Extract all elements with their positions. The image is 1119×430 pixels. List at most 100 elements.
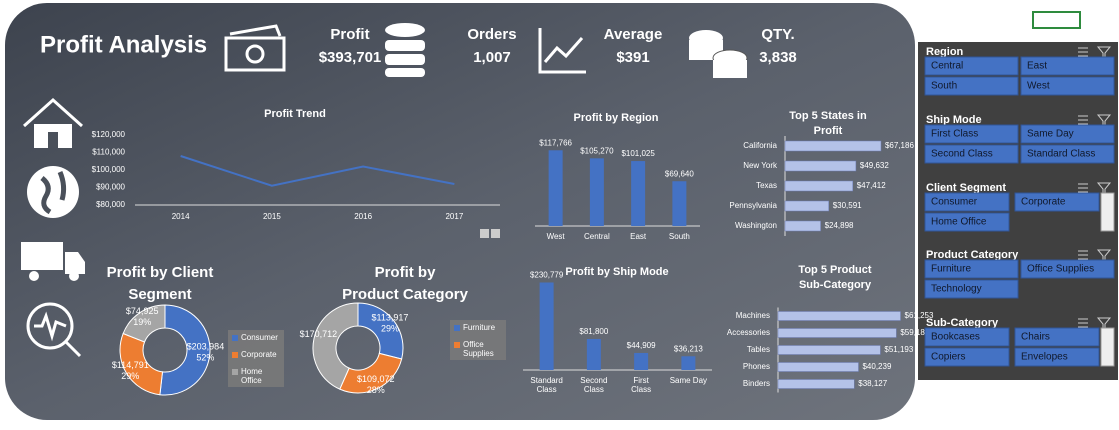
multi-select-icon[interactable] bbox=[1078, 250, 1088, 260]
donut-slice bbox=[339, 352, 403, 394]
analysis-icon[interactable] bbox=[26, 302, 82, 358]
slicer-button[interactable] bbox=[924, 212, 1010, 232]
globe-icon[interactable] bbox=[27, 166, 79, 218]
kpi-label: QTY. bbox=[761, 26, 794, 43]
data-label: $69,640 bbox=[665, 169, 694, 178]
legend-swatch bbox=[454, 325, 460, 331]
slicer-button[interactable] bbox=[924, 279, 1019, 299]
y-tick-label: New York bbox=[743, 161, 778, 170]
kpi-label: Profit bbox=[330, 26, 369, 43]
slicer-button[interactable] bbox=[1020, 76, 1115, 96]
kpi-value: $391 bbox=[616, 49, 649, 66]
zoom-in[interactable] bbox=[480, 229, 489, 238]
zoom-out[interactable] bbox=[491, 229, 500, 238]
data-label: $36,213 bbox=[674, 344, 703, 353]
slicer-item: Furniture bbox=[931, 264, 971, 275]
multi-select-icon[interactable] bbox=[1078, 318, 1088, 328]
bar bbox=[548, 150, 563, 226]
slicer-title: Ship Mode bbox=[926, 114, 982, 126]
slicer-item: Technology bbox=[931, 284, 982, 295]
data-label: $30,591 bbox=[833, 201, 862, 210]
percent-label: 19% bbox=[133, 317, 151, 327]
y-tick-label: Machines bbox=[736, 311, 770, 320]
y-tick-label: $90,000 bbox=[96, 183, 125, 192]
slicer-button[interactable] bbox=[924, 192, 1010, 212]
bar bbox=[634, 352, 649, 370]
slicer-item: Bookcases bbox=[931, 332, 980, 343]
bar bbox=[777, 311, 901, 321]
slicer-button[interactable] bbox=[924, 259, 1019, 279]
y-tick-label: Tables bbox=[747, 345, 770, 354]
dashboard-title: Profit Analysis bbox=[40, 31, 207, 58]
slicer-item: Copiers bbox=[931, 352, 965, 363]
slicer-button[interactable] bbox=[924, 124, 1019, 144]
bar bbox=[539, 282, 554, 370]
percent-label: 29% bbox=[121, 371, 139, 381]
chart-title: Profit by Ship Mode bbox=[565, 266, 668, 278]
slicer-button[interactable] bbox=[1020, 124, 1115, 144]
x-tick-label: 2014 bbox=[172, 212, 190, 221]
x-tick-label: Same Day bbox=[670, 376, 707, 385]
slicer-button[interactable] bbox=[1014, 192, 1100, 212]
slicer-title: Client Segment bbox=[926, 182, 1006, 194]
slicer-item: Office Supplies bbox=[1027, 264, 1094, 275]
slicer-button[interactable] bbox=[1020, 259, 1115, 279]
percent-label: 52% bbox=[196, 353, 214, 363]
slicer-button[interactable] bbox=[924, 347, 1010, 367]
x-tick-label: Standard Class bbox=[530, 376, 562, 394]
money-icon bbox=[224, 24, 286, 72]
bar bbox=[784, 140, 882, 152]
data-label: $59,181 bbox=[900, 328, 929, 337]
slicer-button[interactable] bbox=[1020, 144, 1115, 164]
y-tick-label: $120,000 bbox=[92, 130, 126, 139]
data-label: $74,925 bbox=[126, 306, 159, 316]
kpi-value: 1,007 bbox=[473, 49, 511, 66]
percent-label: 29% bbox=[381, 323, 399, 333]
slicer-button[interactable] bbox=[1014, 347, 1100, 367]
chart-title: Profit by Product Category bbox=[342, 264, 469, 303]
y-tick-label: California bbox=[743, 141, 777, 150]
slicer-item: Home Office bbox=[931, 217, 987, 228]
data-label: $40,239 bbox=[862, 362, 891, 371]
slicer-item: Envelopes bbox=[1021, 352, 1068, 363]
truck-icon[interactable] bbox=[21, 242, 85, 281]
data-label: $49,632 bbox=[860, 161, 889, 170]
multi-select-icon[interactable] bbox=[1078, 47, 1088, 57]
scrollbar[interactable] bbox=[1100, 192, 1115, 232]
legend-swatch bbox=[454, 342, 460, 348]
data-label: $24,898 bbox=[825, 221, 854, 230]
slicer-title: Sub-Category bbox=[926, 317, 999, 329]
multi-select-icon[interactable] bbox=[1078, 115, 1088, 125]
slicer-button[interactable] bbox=[924, 327, 1010, 347]
slicer-button[interactable] bbox=[924, 144, 1019, 164]
growth-icon bbox=[538, 28, 586, 74]
multi-select-icon[interactable] bbox=[1078, 183, 1088, 193]
y-tick-label: $110,000 bbox=[92, 148, 125, 157]
slicer-button[interactable] bbox=[924, 56, 1019, 76]
data-label: $114,791 bbox=[112, 360, 149, 370]
slicer-title: Product Category bbox=[926, 249, 1019, 261]
home-icon[interactable] bbox=[22, 97, 84, 148]
y-tick-label: $80,000 bbox=[96, 200, 125, 209]
slicer-button[interactable] bbox=[924, 76, 1019, 96]
y-tick-label: Pennsylvania bbox=[729, 201, 777, 210]
legend-swatch bbox=[232, 369, 238, 375]
slicer-button[interactable] bbox=[1020, 56, 1115, 76]
slicer-item: Chairs bbox=[1021, 332, 1050, 343]
main-panel bbox=[5, 3, 915, 420]
y-tick-label: Accessories bbox=[727, 328, 770, 337]
kpi-value: 3,838 bbox=[759, 49, 797, 66]
chart-title: Profit Trend bbox=[264, 108, 326, 120]
slicer-item: Consumer bbox=[931, 197, 978, 208]
scrollbar[interactable] bbox=[1100, 327, 1115, 367]
data-label: $170,712 bbox=[300, 329, 338, 339]
slicer-button[interactable] bbox=[1014, 327, 1100, 347]
x-tick-label: First Class bbox=[631, 376, 651, 394]
slicer-item: West bbox=[1027, 81, 1050, 92]
bar bbox=[589, 158, 604, 226]
x-tick-label: West bbox=[547, 232, 566, 241]
data-label: $203,984 bbox=[187, 342, 225, 352]
slicer-item: Corporate bbox=[1021, 197, 1066, 208]
bar bbox=[784, 200, 829, 212]
y-tick-label: Binders bbox=[743, 379, 770, 388]
